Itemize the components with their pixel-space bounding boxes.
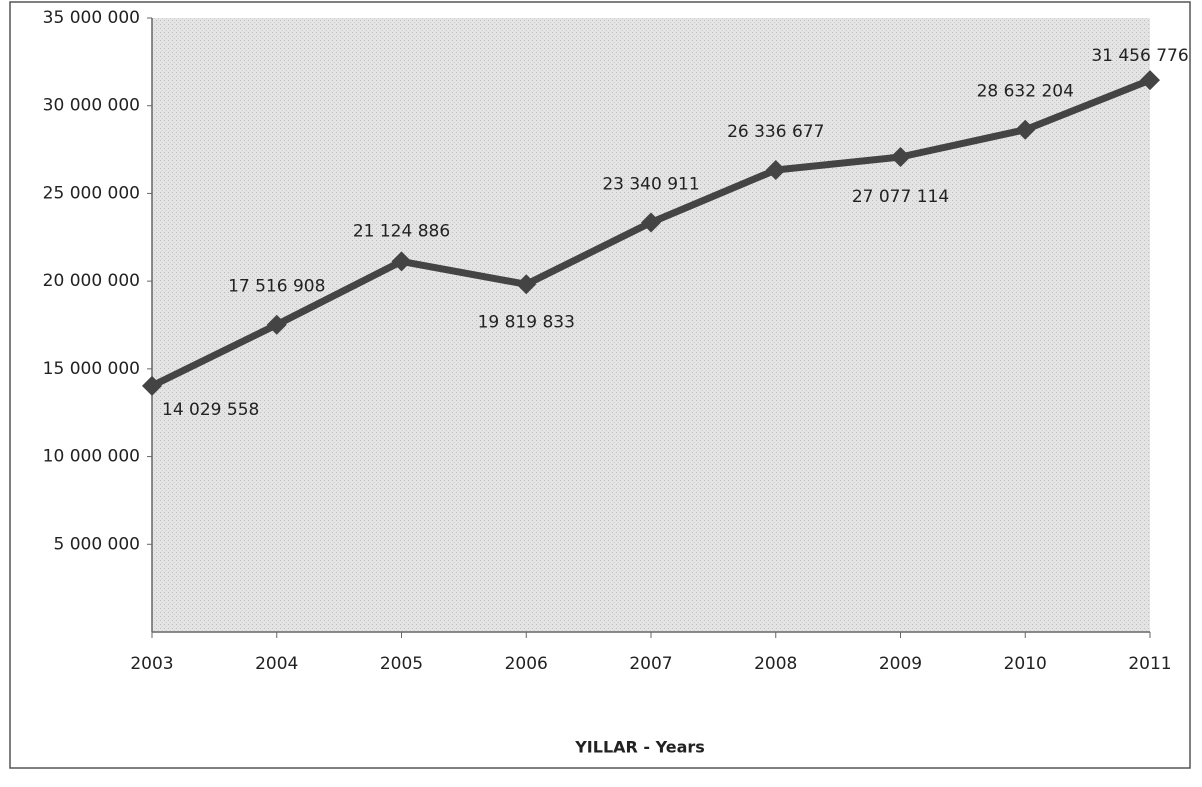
y-tick-label: 15 000 000 xyxy=(43,359,140,379)
x-tick-label: 2006 xyxy=(505,654,548,674)
y-tick-label: 35 000 000 xyxy=(43,8,140,28)
data-point xyxy=(142,375,162,396)
data-point xyxy=(641,212,661,233)
data-label: 28 632 204 xyxy=(977,82,1074,102)
plot-area xyxy=(152,18,1150,632)
x-tick-label: 2011 xyxy=(1128,654,1171,674)
data-label: 23 340 911 xyxy=(602,175,699,195)
data-label: 26 336 677 xyxy=(727,122,824,142)
data-label: 17 516 908 xyxy=(228,277,325,297)
data-point xyxy=(266,314,287,335)
y-tick-label: 10 000 000 xyxy=(43,447,140,467)
x-tick-label: 2009 xyxy=(879,654,922,674)
y-tick-label: 30 000 000 xyxy=(43,96,140,116)
data-point xyxy=(1015,119,1036,140)
data-label: 27 077 114 xyxy=(852,187,949,207)
data-point xyxy=(890,146,911,167)
data-point xyxy=(765,159,786,180)
x-tick-label: 2003 xyxy=(130,654,173,674)
data-label: 19 819 833 xyxy=(478,312,575,332)
y-tick-label: 5 000 000 xyxy=(53,534,140,554)
data-label: 31 456 776 xyxy=(1091,46,1188,66)
data-point xyxy=(516,274,537,295)
x-tick-label: 2010 xyxy=(1004,654,1047,674)
x-tick-label: 2005 xyxy=(380,654,423,674)
data-label: 21 124 886 xyxy=(353,221,450,241)
data-label: 14 029 558 xyxy=(162,400,259,420)
x-tick-label: 2004 xyxy=(255,654,298,674)
y-tick-label: 20 000 000 xyxy=(43,271,140,291)
y-tick-label: 25 000 000 xyxy=(43,183,140,203)
x-axis-title: YILLAR - Years xyxy=(574,738,705,757)
x-tick-label: 2007 xyxy=(629,654,672,674)
x-tick-label: 2008 xyxy=(754,654,797,674)
data-point xyxy=(391,251,412,272)
chart-frame xyxy=(9,1,1191,769)
data-point xyxy=(1140,70,1160,91)
